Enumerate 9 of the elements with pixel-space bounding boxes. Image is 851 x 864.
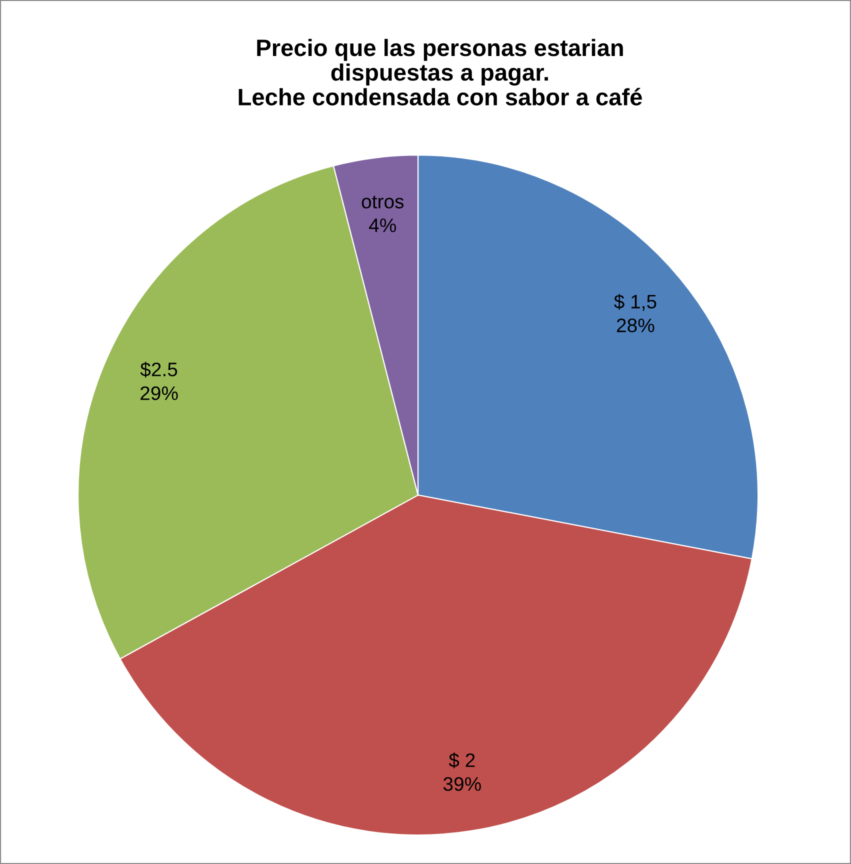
data-label: 4% — [369, 218, 396, 232]
slice-label: $2.5 — [140, 362, 178, 378]
data-label: 28% — [616, 318, 654, 332]
slice-label: $ 1,5 — [614, 294, 656, 311]
slice-label: otros — [362, 196, 404, 208]
data-label: 39% — [443, 777, 481, 791]
chart-title: Precio que las personas estarian dispuestas a pagar. Leche condensada con sabor a café — [238, 38, 642, 106]
data-label: 29% — [140, 386, 178, 400]
slice-label: $ 2 — [448, 752, 475, 768]
